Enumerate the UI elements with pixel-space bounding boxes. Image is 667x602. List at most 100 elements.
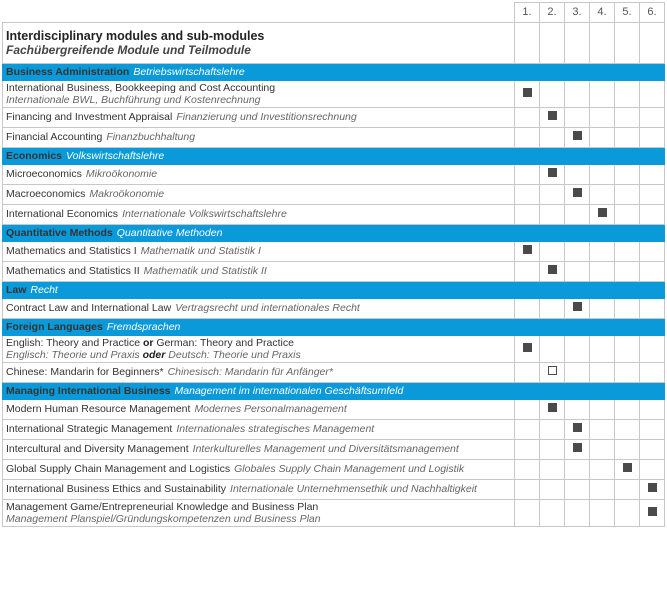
semester-mark xyxy=(597,208,607,217)
text-part: Management Planspiel/Gründungskompetenze… xyxy=(6,512,321,525)
text-part: Management Game/Entrepreneurial Knowledg… xyxy=(6,500,319,513)
semester-cell xyxy=(639,398,665,420)
text-part: Contract Law and International Law xyxy=(6,302,172,314)
semester-cell xyxy=(564,438,590,460)
module-name: Financing and Investment Appraisal xyxy=(6,111,172,123)
semester-cell xyxy=(614,203,640,225)
semester-cell xyxy=(614,361,640,383)
module-cell: Modern Human Resource Management Modernes… xyxy=(2,398,515,420)
section-title: Law xyxy=(6,283,27,296)
semester-cell xyxy=(589,203,615,225)
module-cell: Financing and Investment Appraisal Finanz… xyxy=(2,106,515,128)
text-part: Financing and Investment Appraisal xyxy=(6,111,173,123)
section-cell: Law Recht xyxy=(2,280,665,299)
module-row: International Economics Internationale Vo… xyxy=(2,203,665,225)
module-name-de: Makroökonomie xyxy=(89,188,164,200)
semester-cell xyxy=(564,418,590,440)
section-title: Economics xyxy=(6,149,63,162)
semester-cell xyxy=(639,260,665,282)
module-name-de: Internationale Volkswirtschaftslehre xyxy=(122,208,287,220)
semester-cell xyxy=(539,297,565,319)
module-name: International Business, Bookkeeping and … xyxy=(6,82,511,94)
module-name: Modern Human Resource Management xyxy=(6,403,190,415)
module-cell: International Business, Bookkeeping and … xyxy=(2,79,515,108)
semester-cell xyxy=(539,163,565,185)
semester-cell xyxy=(614,79,640,108)
semester-cell xyxy=(639,297,665,319)
module-name-de: Mathematik und Statistik I xyxy=(141,245,261,257)
semester-mark xyxy=(522,342,532,352)
text-part: Finanzierung und Investitionsrechnung xyxy=(176,111,357,123)
module-name-de: Mikroökonomie xyxy=(86,168,157,180)
semester-cell xyxy=(564,334,590,363)
semester-cell xyxy=(564,126,590,148)
semester-cell xyxy=(639,126,665,148)
semester-mark xyxy=(572,302,582,311)
semester-cell xyxy=(639,478,665,500)
semester-cell xyxy=(514,398,540,420)
semester-cell xyxy=(639,458,665,480)
section-title: Quantitative Methods xyxy=(6,226,113,239)
semester-cell xyxy=(539,183,565,205)
semester-cell xyxy=(514,260,540,282)
module-name-de: Vertragsrecht und internationales Recht xyxy=(175,302,360,314)
module-name: Microeconomics xyxy=(6,168,82,180)
module-row: Mathematics and Statistics II Mathematik … xyxy=(2,260,665,282)
semester-label: 5. xyxy=(614,2,640,23)
text-part: Internationales strategisches Management xyxy=(176,423,375,435)
semester-cell xyxy=(539,126,565,148)
module-name: Contract Law and International Law xyxy=(6,302,171,314)
semester-cell xyxy=(589,163,615,185)
text-part: International Business, Bookkeeping and … xyxy=(6,81,276,94)
text-part: Mathematics and Statistics II xyxy=(6,265,140,277)
semester-cell xyxy=(514,334,540,363)
semester-cell xyxy=(614,418,640,440)
header-row: 1. 2. 3. 4. 5. 6. xyxy=(2,2,665,23)
semester-mark xyxy=(547,265,557,274)
module-cell: Financial Accounting Finanzbuchhaltung xyxy=(2,126,515,148)
semester-cell xyxy=(539,79,565,108)
semester-mark xyxy=(547,168,557,177)
semester-mark xyxy=(547,366,557,375)
module-name: Global Supply Chain Management and Logis… xyxy=(6,463,230,475)
text-part: Internationale Volkswirtschaftslehre xyxy=(122,208,287,220)
module-name-de: Mathematik und Statistik II xyxy=(144,265,267,277)
module-name: Macroeconomics xyxy=(6,188,85,200)
semester-cell xyxy=(514,126,540,148)
subtitle: Fachübergreifende Module und Teilmodule xyxy=(6,42,251,57)
semester-cell xyxy=(514,183,540,205)
corner-cell xyxy=(2,2,515,23)
semester-cell xyxy=(539,398,565,420)
section-title-de: Betriebswirtschaftslehre xyxy=(133,65,245,78)
semester-cell xyxy=(539,203,565,225)
semester-cell xyxy=(614,240,640,262)
module-name-de: Finanzierung und Investitionsrechnung xyxy=(176,111,356,123)
module-cell: International Business Ethics and Sustai… xyxy=(2,478,515,500)
semester-cell xyxy=(639,203,665,225)
semester-cell xyxy=(564,498,590,527)
text-part: Englisch: Theorie und Praxis xyxy=(6,348,140,361)
semester-cell xyxy=(564,260,590,282)
semester-cell xyxy=(589,106,615,128)
semester-cell xyxy=(614,126,640,148)
module-name-de: Modernes Personalmanagement xyxy=(194,403,346,415)
semester-cell xyxy=(589,260,615,282)
semester-cell xyxy=(514,297,540,319)
semester-cell xyxy=(589,398,615,420)
empty-cell xyxy=(639,21,665,64)
module-name: Financial Accounting xyxy=(6,131,102,143)
module-cell: Management Game/Entrepreneurial Knowledg… xyxy=(2,498,515,527)
semester-cell xyxy=(564,398,590,420)
semester-cell xyxy=(564,478,590,500)
text-part: Financial Accounting xyxy=(6,131,103,143)
text-part: International Economics xyxy=(6,208,119,220)
section-title: Managing International Business xyxy=(6,384,171,397)
semester-label: 4. xyxy=(589,2,615,23)
module-name-de: Chinesisch: Mandarin für Anfänger* xyxy=(168,366,333,378)
module-name-de: Englisch: Theorie und Praxis oder Deutsc… xyxy=(6,349,511,361)
empty-cell xyxy=(539,21,565,64)
module-row: International Strategic Management Intern… xyxy=(2,418,665,440)
semester-cell xyxy=(639,361,665,383)
module-row: Microeconomics Mikroökonomie xyxy=(2,163,665,185)
module-row: Financing and Investment Appraisal Finanz… xyxy=(2,106,665,128)
